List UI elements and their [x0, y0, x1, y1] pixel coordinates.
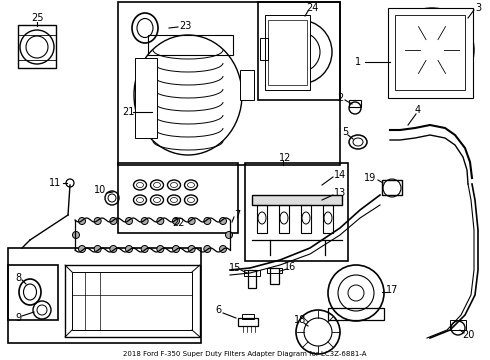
- Text: 2018 Ford F-350 Super Duty Filters Adapter Diagram for LC3Z-6881-A: 2018 Ford F-350 Super Duty Filters Adapt…: [123, 351, 367, 357]
- Text: 18: 18: [294, 315, 306, 325]
- Text: 22: 22: [172, 218, 184, 228]
- Text: 2: 2: [337, 93, 343, 103]
- Text: 20: 20: [462, 330, 474, 340]
- Bar: [268, 20, 307, 85]
- Bar: [388, 8, 473, 98]
- Text: 4: 4: [415, 105, 421, 115]
- Text: 17: 17: [386, 285, 398, 295]
- Bar: [8, 265, 58, 320]
- Circle shape: [204, 217, 211, 225]
- Text: 25: 25: [31, 13, 43, 23]
- Text: 14: 14: [334, 170, 346, 180]
- Circle shape: [94, 217, 101, 225]
- Circle shape: [172, 217, 179, 225]
- Circle shape: [157, 217, 164, 225]
- Bar: [267, 268, 282, 273]
- Text: 1: 1: [355, 57, 361, 67]
- Text: 10: 10: [94, 185, 106, 195]
- Bar: [118, 2, 340, 165]
- Circle shape: [125, 217, 132, 225]
- Circle shape: [94, 246, 101, 252]
- Text: 13: 13: [334, 188, 346, 198]
- Circle shape: [78, 217, 85, 225]
- Circle shape: [188, 246, 195, 252]
- Bar: [252, 195, 342, 205]
- Circle shape: [110, 217, 117, 225]
- Bar: [245, 163, 348, 261]
- Bar: [258, 2, 340, 100]
- Circle shape: [204, 246, 211, 252]
- Bar: [260, 38, 268, 60]
- Bar: [8, 248, 201, 343]
- Bar: [270, 268, 279, 284]
- Circle shape: [78, 246, 85, 252]
- Circle shape: [125, 246, 132, 252]
- Text: 3: 3: [475, 3, 481, 13]
- Bar: [450, 320, 466, 330]
- Text: 24: 24: [306, 3, 318, 13]
- Circle shape: [141, 246, 148, 252]
- Text: 8: 8: [15, 273, 21, 283]
- Circle shape: [172, 246, 179, 252]
- Bar: [244, 270, 260, 276]
- Bar: [72, 272, 192, 330]
- Bar: [349, 100, 361, 107]
- Bar: [279, 205, 289, 233]
- Circle shape: [110, 246, 117, 252]
- Bar: [118, 163, 238, 233]
- Text: 9: 9: [15, 313, 21, 323]
- Text: 16: 16: [284, 262, 296, 272]
- Bar: [238, 318, 258, 326]
- Bar: [242, 314, 254, 319]
- Bar: [265, 15, 310, 90]
- Circle shape: [73, 231, 79, 239]
- Bar: [257, 205, 267, 233]
- Text: 11: 11: [49, 178, 61, 188]
- Bar: [323, 205, 333, 233]
- Bar: [395, 15, 465, 90]
- Text: 23: 23: [179, 21, 191, 31]
- Circle shape: [157, 246, 164, 252]
- Text: 19: 19: [364, 173, 376, 183]
- Circle shape: [188, 217, 195, 225]
- Circle shape: [225, 231, 232, 239]
- Bar: [382, 180, 402, 195]
- Bar: [301, 205, 311, 233]
- Bar: [65, 265, 200, 337]
- Bar: [240, 70, 254, 100]
- Text: 6: 6: [215, 305, 221, 315]
- Text: 21: 21: [122, 107, 134, 117]
- Bar: [148, 35, 233, 55]
- Bar: [328, 308, 384, 320]
- Circle shape: [220, 246, 226, 252]
- Text: 5: 5: [342, 127, 348, 137]
- Bar: [18, 25, 56, 68]
- Circle shape: [220, 217, 226, 225]
- Text: 7: 7: [234, 210, 240, 220]
- Text: 12: 12: [279, 153, 291, 163]
- Bar: [135, 58, 157, 138]
- Bar: [248, 270, 256, 288]
- Circle shape: [141, 217, 148, 225]
- Text: 15: 15: [229, 263, 241, 273]
